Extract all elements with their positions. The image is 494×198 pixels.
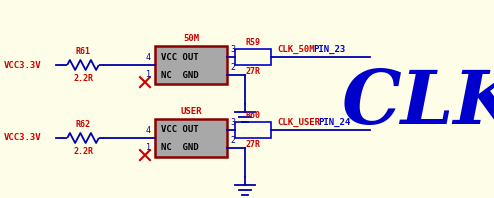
Text: CLK: CLK — [341, 67, 494, 139]
Text: R61: R61 — [76, 47, 90, 56]
Text: 2: 2 — [230, 63, 235, 72]
Text: 2.2R: 2.2R — [73, 74, 93, 83]
Text: VCC3.3V: VCC3.3V — [4, 133, 41, 143]
Text: 2: 2 — [230, 136, 235, 145]
Text: 27R: 27R — [246, 140, 260, 149]
Text: PIN_24: PIN_24 — [318, 118, 350, 127]
Text: 2.2R: 2.2R — [73, 147, 93, 156]
Text: R60: R60 — [246, 111, 260, 120]
Text: 3: 3 — [230, 118, 235, 127]
Text: VCC OUT: VCC OUT — [161, 52, 199, 62]
Bar — [235, 49, 271, 65]
Text: 4: 4 — [146, 53, 151, 62]
Text: CLK_USER: CLK_USER — [277, 118, 320, 127]
Text: 4: 4 — [146, 126, 151, 135]
Text: 1: 1 — [146, 70, 151, 79]
Text: R59: R59 — [246, 38, 260, 47]
Text: VCC3.3V: VCC3.3V — [4, 61, 41, 69]
Text: 50M: 50M — [183, 34, 199, 43]
Text: PIN_23: PIN_23 — [313, 45, 345, 54]
Text: USER: USER — [180, 107, 202, 116]
Text: 27R: 27R — [246, 67, 260, 76]
Text: 1: 1 — [146, 143, 151, 152]
Text: R62: R62 — [76, 120, 90, 129]
Bar — [155, 119, 227, 157]
Text: NC  GND: NC GND — [161, 144, 199, 152]
Bar — [235, 122, 271, 138]
Text: VCC OUT: VCC OUT — [161, 126, 199, 134]
Text: CLK_50M: CLK_50M — [277, 45, 315, 54]
Bar — [155, 46, 227, 84]
Text: 3: 3 — [230, 45, 235, 54]
Text: NC  GND: NC GND — [161, 70, 199, 80]
